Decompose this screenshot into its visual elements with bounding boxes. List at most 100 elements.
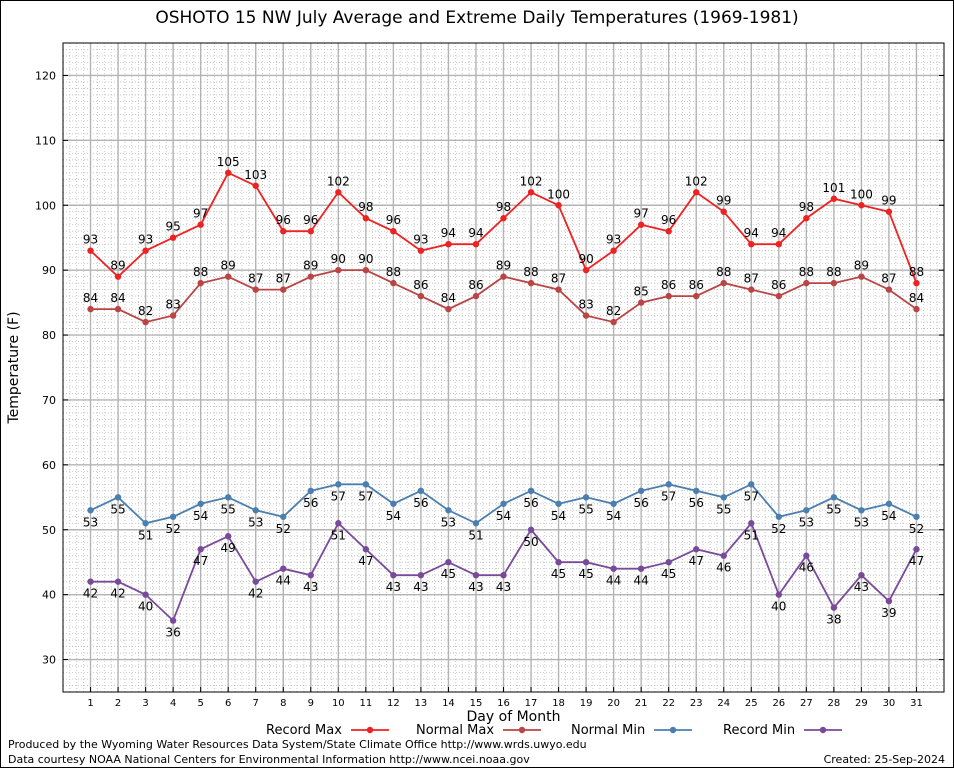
- data-point: [830, 604, 838, 611]
- data-point: [307, 273, 314, 280]
- data-point: [720, 552, 727, 559]
- data-point: [830, 195, 838, 202]
- x-axis-label: Day of Month: [467, 709, 561, 725]
- data-label: 57: [661, 489, 676, 503]
- data-point: [224, 273, 232, 280]
- data-label: 94: [441, 226, 456, 240]
- data-point: [610, 247, 617, 254]
- data-label: 85: [634, 285, 649, 299]
- x-tick-label: 17: [525, 698, 538, 709]
- data-point: [748, 240, 755, 248]
- data-label: 46: [716, 561, 731, 575]
- data-label: 93: [138, 233, 153, 247]
- data-point: [720, 279, 727, 287]
- data-label: 87: [276, 272, 291, 286]
- y-tick-label: 60: [42, 459, 56, 472]
- data-label: 88: [909, 265, 924, 279]
- data-label: 42: [248, 587, 263, 601]
- data-label: 53: [248, 515, 263, 529]
- data-point: [913, 279, 920, 287]
- data-label: 89: [110, 259, 125, 273]
- x-tick-label: 8: [280, 698, 286, 709]
- x-tick-label: 4: [170, 698, 176, 709]
- data-label: 89: [854, 259, 869, 273]
- x-tick-label: 18: [552, 698, 565, 709]
- data-label: 102: [520, 174, 543, 188]
- data-point: [87, 578, 94, 585]
- data-label: 53: [83, 515, 98, 529]
- data-label: 87: [248, 272, 263, 286]
- data-label: 52: [165, 522, 180, 536]
- data-point: [720, 208, 727, 215]
- legend-item: Normal Max: [416, 721, 542, 739]
- data-point: [472, 292, 480, 300]
- data-point: [858, 571, 865, 579]
- data-label: 103: [244, 168, 267, 182]
- data-label: 89: [303, 259, 318, 273]
- data-label: 55: [221, 502, 236, 516]
- data-point: [142, 247, 149, 254]
- data-label: 52: [771, 522, 786, 536]
- data-label: 82: [138, 304, 153, 318]
- data-point: [500, 500, 507, 507]
- data-label: 96: [661, 213, 676, 227]
- data-point: [665, 481, 672, 488]
- data-label: 44: [276, 574, 291, 588]
- x-tick-label: 25: [745, 698, 758, 709]
- data-point: [169, 312, 177, 319]
- data-label: 96: [386, 213, 401, 227]
- data-label: 54: [881, 509, 896, 523]
- data-point: [362, 481, 370, 488]
- data-label: 44: [606, 574, 621, 588]
- data-label: 87: [881, 272, 896, 286]
- legend-item: Record Min: [723, 721, 843, 739]
- x-tick-label: 2: [115, 698, 121, 709]
- data-point: [693, 292, 700, 300]
- data-point: [665, 292, 672, 300]
- data-label: 38: [826, 613, 841, 627]
- data-point: [307, 487, 314, 495]
- data-point: [417, 292, 425, 300]
- grid: [63, 42, 944, 693]
- data-labels: 93 89 93 95 97 105 103 96 96 102 98 96 93 94 94 98 102 10…: [83, 155, 924, 640]
- data-point: [775, 513, 783, 520]
- x-tick-label: 6: [225, 698, 231, 709]
- data-point: [87, 507, 94, 514]
- data-point: [637, 221, 645, 228]
- data-label: 102: [685, 174, 708, 188]
- x-tick-label: 12: [387, 698, 400, 709]
- data-label: 47: [193, 554, 208, 568]
- data-label: 88: [386, 265, 401, 279]
- data-label: 105: [217, 155, 240, 169]
- data-point: [885, 597, 893, 605]
- data-point: [885, 500, 893, 507]
- data-label: 87: [744, 272, 759, 286]
- x-tick-label: 21: [635, 698, 648, 709]
- data-point: [720, 494, 727, 501]
- data-label: 47: [358, 554, 373, 568]
- data-label: 42: [83, 587, 98, 601]
- data-label: 88: [716, 265, 731, 279]
- data-point: [555, 500, 562, 507]
- data-label: 84: [83, 291, 98, 305]
- data-label: 54: [551, 509, 566, 523]
- data-point: [665, 228, 672, 235]
- data-label: 86: [413, 278, 428, 292]
- data-point: [114, 273, 122, 280]
- x-tick-label: 27: [800, 698, 813, 709]
- data-point: [252, 578, 259, 585]
- data-label: 102: [327, 174, 350, 188]
- data-label: 43: [496, 580, 511, 594]
- x-tick-label: 31: [910, 698, 923, 709]
- data-point: [335, 520, 342, 527]
- y-tick-label: 30: [42, 654, 56, 667]
- y-tick-label: 80: [42, 329, 56, 342]
- data-label: 99: [716, 194, 731, 208]
- data-point: [693, 487, 700, 495]
- data-label: 89: [221, 259, 236, 273]
- data-point: [87, 305, 94, 313]
- data-label: 43: [854, 580, 869, 594]
- data-point: [169, 513, 177, 520]
- data-label: 36: [165, 626, 180, 640]
